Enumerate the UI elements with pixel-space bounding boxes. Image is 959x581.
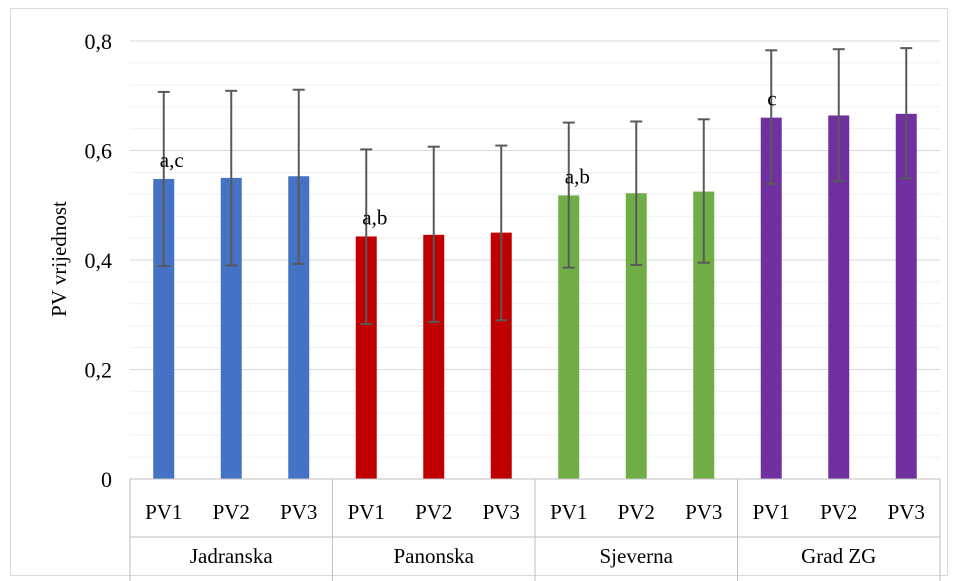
- category-label: PV1: [348, 500, 385, 524]
- y-tick-label: 0: [101, 467, 112, 492]
- significance-annotation: c: [767, 87, 776, 111]
- significance-annotation: a,b: [565, 164, 590, 188]
- y-tick-label: 0,8: [85, 29, 113, 54]
- y-tick-label: 0,4: [85, 248, 113, 273]
- y-tick-label: 0,6: [85, 139, 113, 164]
- group-label: Jadranska: [190, 544, 273, 568]
- category-label: PV2: [618, 500, 655, 524]
- category-label: PV2: [820, 500, 857, 524]
- bar: [490, 232, 512, 479]
- significance-annotation: a,b: [362, 205, 387, 229]
- category-label: PV3: [685, 500, 722, 524]
- category-label: PV3: [280, 500, 317, 524]
- bar: [423, 234, 445, 479]
- bar: [895, 113, 917, 479]
- bar: [288, 176, 310, 480]
- bar: [153, 178, 175, 479]
- y-tick-label: 0,2: [85, 358, 113, 383]
- bar: [220, 177, 242, 479]
- category-label: PV3: [888, 500, 925, 524]
- category-label: PV2: [415, 500, 452, 524]
- bar: [828, 115, 850, 480]
- bars-layer: [153, 113, 917, 480]
- category-label: PV3: [483, 500, 520, 524]
- category-label: PV1: [550, 500, 587, 524]
- error-bars-layer: [157, 47, 913, 326]
- significance-annotation: a,c: [160, 148, 184, 172]
- bar: [558, 195, 580, 479]
- grid-layer: [130, 40, 940, 458]
- category-label: PV1: [145, 500, 182, 524]
- bar: [355, 236, 377, 479]
- category-label: PV2: [213, 500, 250, 524]
- group-label: Grad ZG: [801, 544, 876, 568]
- annotations-layer: a,c a,b a,b c: [160, 87, 777, 230]
- group-label: Sjeverna: [600, 544, 674, 568]
- y-axis-title: PV vrijednost: [47, 201, 71, 317]
- bar: [760, 117, 782, 480]
- category-label: PV1: [753, 500, 790, 524]
- axis-layer: 0 0,2 0,4 0,6 0,8 PV1 PV2 PV3 Jadranska PV1 PV2 PV3…: [85, 29, 941, 581]
- group-label: Panonska: [394, 544, 475, 568]
